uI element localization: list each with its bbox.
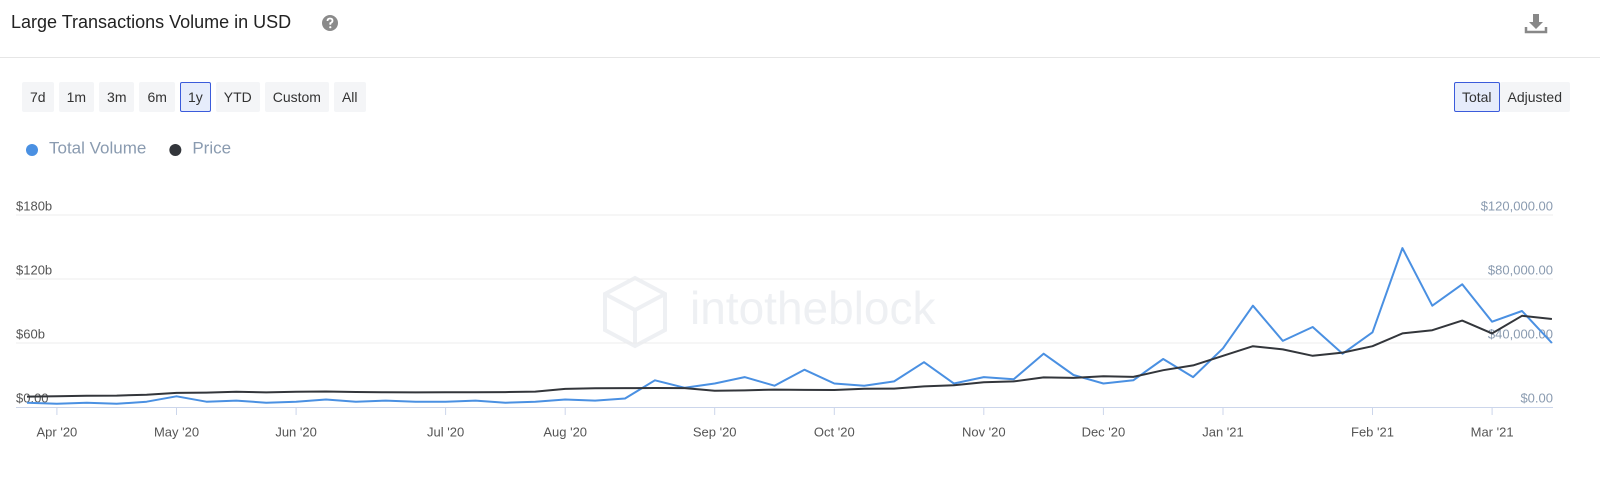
logo-shape [603, 275, 667, 349]
button[interactable]: Adjusted [1499, 82, 1570, 112]
legend-label: Total Volume [49, 138, 146, 157]
button[interactable]: YTD [215, 82, 260, 112]
x-tick-label: Apr '20 [37, 424, 78, 439]
mode-buttons: Total Adjusted [1453, 82, 1570, 112]
watermark-logo [603, 275, 667, 349]
range-buttons: 7d 1m 3m 6m 1y YTD Custom All [22, 82, 366, 112]
help-icon[interactable] [321, 14, 339, 32]
button[interactable]: 1m [58, 82, 95, 112]
x-tick-label: Nov '20 [962, 424, 1006, 439]
button[interactable]: 3m [99, 82, 135, 112]
watermark: intotheblock [690, 282, 936, 334]
x-tick-label: Feb '21 [1351, 424, 1394, 439]
x-tick-label: Mar '21 [1471, 424, 1514, 439]
series-line [26, 314, 1553, 398]
header: Large Transactions Volume in USD [0, 0, 1600, 58]
y-tick-label: $120b [16, 262, 52, 277]
y2-tick-label: $120,000.00 [1481, 198, 1553, 213]
y-tick-label: $60b [16, 326, 45, 341]
x-tick-label: Jul '20 [427, 424, 464, 439]
x-tick-label: Aug '20 [543, 424, 587, 439]
download-icon[interactable] [1524, 12, 1548, 34]
y-tick-label: $180b [16, 198, 52, 213]
series-line [26, 247, 1553, 405]
x-tick-label: Jun '20 [275, 424, 317, 439]
y2-tick-label: $40,000.00 [1488, 326, 1553, 341]
y-tick-label: $0.00 [16, 390, 49, 405]
legend-label: Price [192, 138, 231, 157]
x-tick-label: May '20 [154, 424, 199, 439]
y2-tick-label: $0.00 [1520, 390, 1553, 405]
button[interactable]: 1y [179, 82, 211, 112]
button[interactable]: Total [1453, 82, 1500, 112]
button[interactable]: 6m [139, 82, 175, 112]
y2-tick-label: $80,000.00 [1488, 262, 1553, 277]
legend-marker [26, 144, 38, 156]
button[interactable]: 7d [22, 82, 54, 112]
x-tick-label: Jan '21 [1202, 424, 1244, 439]
x-tick-label: Sep '20 [693, 424, 737, 439]
button[interactable]: All [333, 82, 366, 112]
x-tick-label: Oct '20 [814, 424, 855, 439]
x-tick-label: Dec '20 [1082, 424, 1126, 439]
legend-marker [169, 144, 182, 156]
title: Large Transactions Volume in USD [11, 12, 292, 32]
button[interactable]: Custom [264, 82, 329, 112]
